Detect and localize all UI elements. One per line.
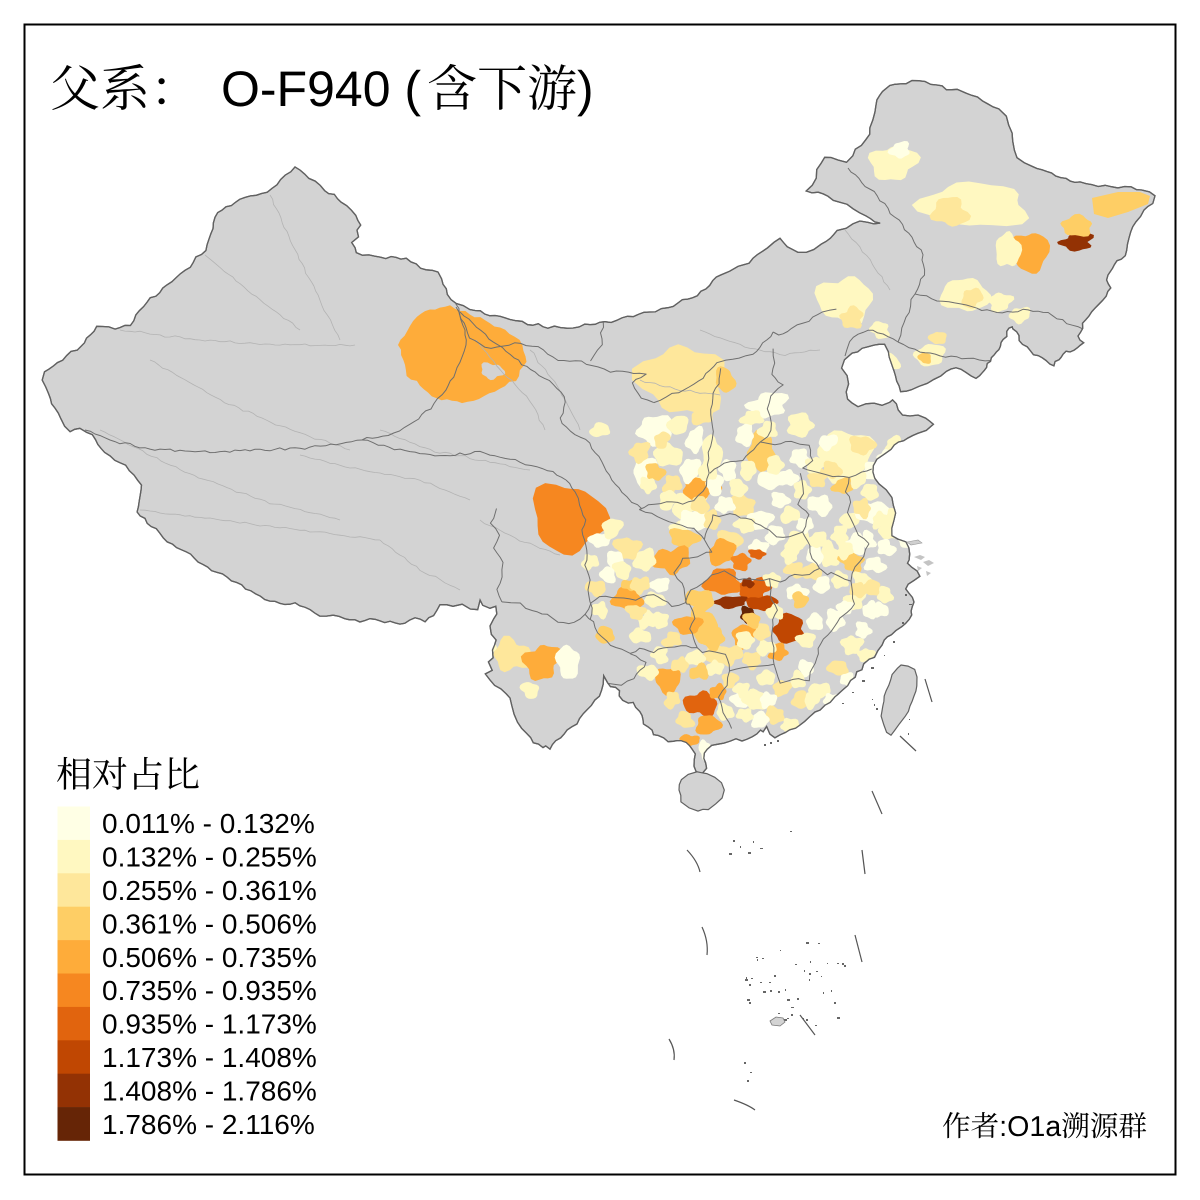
- svg-text:0.011% - 0.132%: 0.011% - 0.132%: [102, 808, 315, 839]
- svg-text:0.935% - 1.173%: 0.935% - 1.173%: [102, 1009, 317, 1040]
- svg-text:1.173% - 1.408%: 1.173% - 1.408%: [102, 1042, 317, 1073]
- svg-text:0.735% - 0.935%: 0.735% - 0.935%: [102, 975, 317, 1006]
- svg-text:0.132% - 0.255%: 0.132% - 0.255%: [102, 842, 317, 873]
- svg-text:1.408% - 1.786%: 1.408% - 1.786%: [102, 1075, 317, 1106]
- svg-text:0.255% - 0.361%: 0.255% - 0.361%: [102, 875, 317, 906]
- svg-text:1.786% - 2.116%: 1.786% - 2.116%: [102, 1109, 315, 1140]
- svg-text:0.361% - 0.506%: 0.361% - 0.506%: [102, 908, 317, 939]
- svg-text:0.506% - 0.735%: 0.506% - 0.735%: [102, 942, 317, 973]
